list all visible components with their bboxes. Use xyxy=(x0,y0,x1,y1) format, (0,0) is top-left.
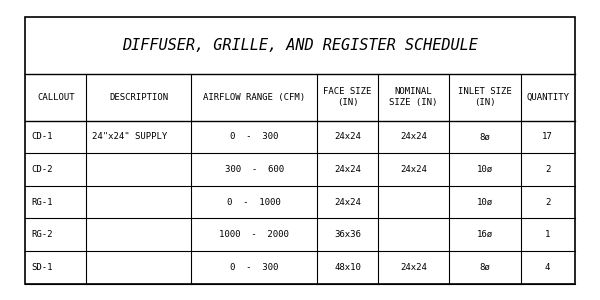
Text: 17: 17 xyxy=(542,132,553,141)
Text: 10ø: 10ø xyxy=(477,165,493,174)
Text: 48x10: 48x10 xyxy=(334,263,361,272)
Bar xyxy=(25,16,575,283)
Text: DIFFUSER, GRILLE, AND REGISTER SCHEDULE: DIFFUSER, GRILLE, AND REGISTER SCHEDULE xyxy=(122,38,478,53)
Text: 24x24: 24x24 xyxy=(334,132,361,141)
Text: DESCRIPTION: DESCRIPTION xyxy=(109,93,169,102)
Text: 24"x24" SUPPLY: 24"x24" SUPPLY xyxy=(92,132,167,141)
Text: 24x24: 24x24 xyxy=(400,132,427,141)
Text: 1000  -  2000: 1000 - 2000 xyxy=(219,230,289,239)
Text: 8ø: 8ø xyxy=(479,263,490,272)
Text: CD-1: CD-1 xyxy=(31,132,53,141)
Text: FACE SIZE
(IN): FACE SIZE (IN) xyxy=(323,87,371,107)
Text: 2: 2 xyxy=(545,165,550,174)
Text: 36x36: 36x36 xyxy=(334,230,361,239)
Text: 24x24: 24x24 xyxy=(400,263,427,272)
Text: 10ø: 10ø xyxy=(477,198,493,207)
Text: RG-1: RG-1 xyxy=(31,198,53,207)
Text: 8ø: 8ø xyxy=(479,132,490,141)
Text: AIRFLOW RANGE (CFM): AIRFLOW RANGE (CFM) xyxy=(203,93,305,102)
Text: INLET SIZE
(IN): INLET SIZE (IN) xyxy=(458,87,512,107)
Text: 0  -  300: 0 - 300 xyxy=(230,263,278,272)
Text: QUANTITY: QUANTITY xyxy=(526,93,569,102)
Text: CD-2: CD-2 xyxy=(31,165,53,174)
Text: RG-2: RG-2 xyxy=(31,230,53,239)
Text: 1: 1 xyxy=(545,230,550,239)
Text: 4: 4 xyxy=(545,263,550,272)
Text: SD-1: SD-1 xyxy=(31,263,53,272)
Text: 16ø: 16ø xyxy=(477,230,493,239)
Text: NOMINAL
SIZE (IN): NOMINAL SIZE (IN) xyxy=(389,87,438,107)
Text: CALLOUT: CALLOUT xyxy=(37,93,74,102)
Text: 0  -  300: 0 - 300 xyxy=(230,132,278,141)
Text: 300  -  600: 300 - 600 xyxy=(224,165,284,174)
Text: 24x24: 24x24 xyxy=(400,165,427,174)
Text: 24x24: 24x24 xyxy=(334,198,361,207)
Text: 2: 2 xyxy=(545,198,550,207)
Text: 24x24: 24x24 xyxy=(334,165,361,174)
Text: 0  -  1000: 0 - 1000 xyxy=(227,198,281,207)
